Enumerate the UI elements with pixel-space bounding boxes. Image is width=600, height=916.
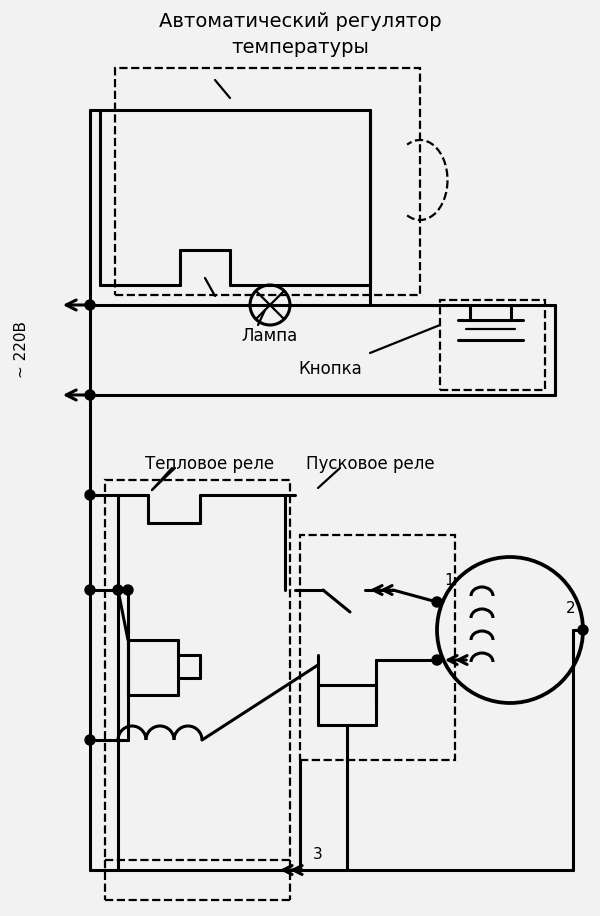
- Bar: [105, 480, 290, 860]
- Text: Автоматический регулятор: Автоматический регулятор: [158, 12, 442, 31]
- Text: 3: 3: [313, 847, 323, 862]
- Text: Пусковое реле: Пусковое реле: [305, 455, 434, 473]
- Circle shape: [578, 625, 588, 635]
- Bar: [440, 300, 545, 390]
- Circle shape: [85, 585, 95, 595]
- Circle shape: [123, 585, 133, 595]
- Circle shape: [113, 585, 123, 595]
- Circle shape: [85, 300, 95, 310]
- Text: 1: 1: [444, 573, 454, 588]
- Text: температуры: температуры: [231, 38, 369, 57]
- Text: Лампа: Лампа: [242, 327, 298, 345]
- Bar: [300, 535, 455, 760]
- Text: ~ 220В: ~ 220В: [14, 322, 29, 378]
- Circle shape: [85, 735, 95, 745]
- Bar: [115, 68, 420, 295]
- Circle shape: [432, 655, 442, 665]
- Circle shape: [432, 597, 442, 607]
- Circle shape: [85, 490, 95, 500]
- Circle shape: [85, 390, 95, 400]
- Text: Тепловое реле: Тепловое реле: [145, 455, 275, 473]
- Text: Кнопка: Кнопка: [298, 360, 362, 378]
- Text: 2: 2: [566, 601, 576, 616]
